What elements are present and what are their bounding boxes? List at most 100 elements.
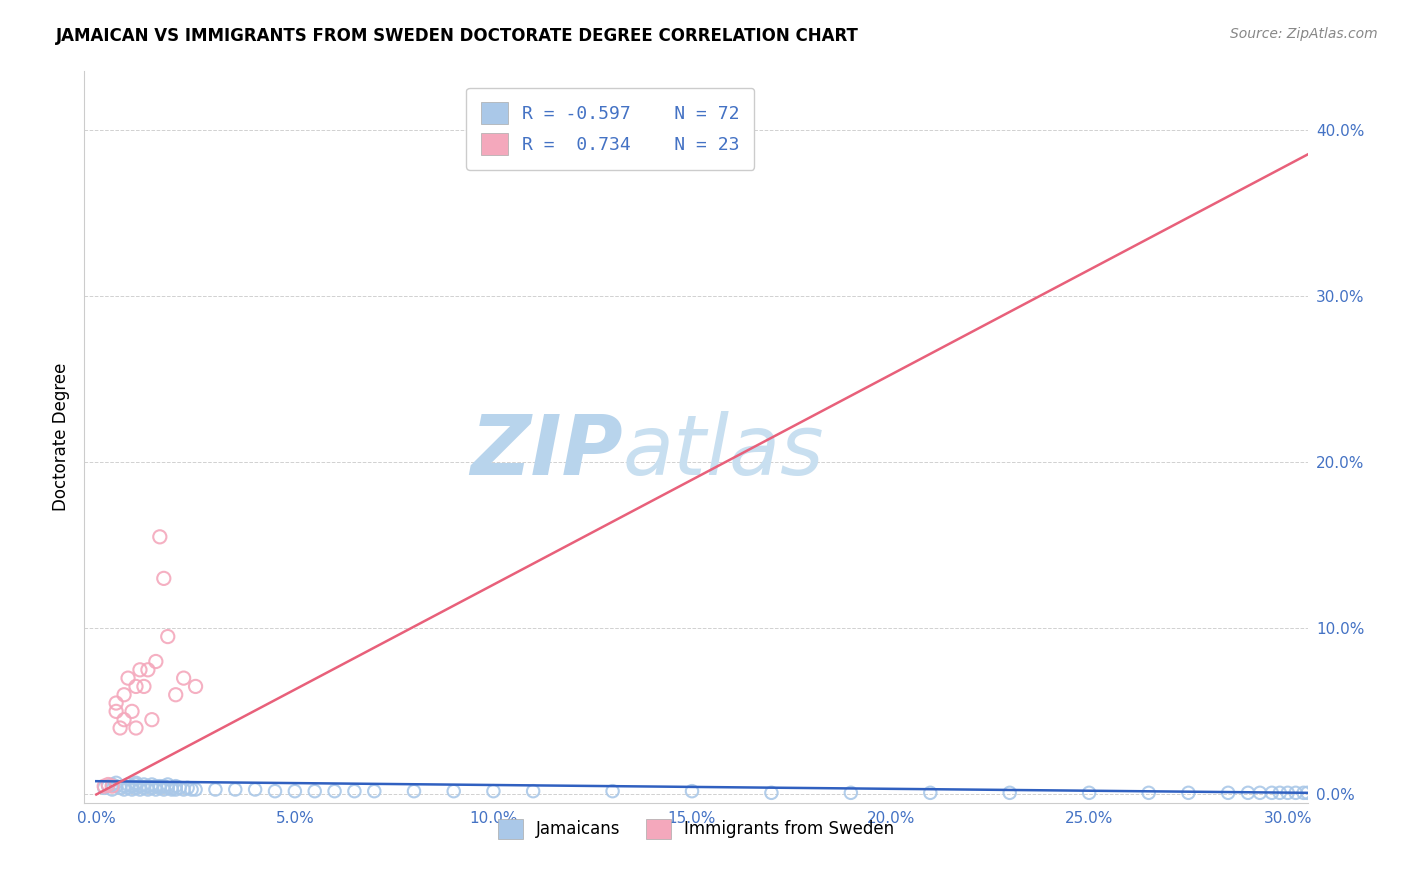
- Point: [145, 779, 167, 793]
- Point: [1237, 786, 1260, 800]
- Point: [1292, 786, 1315, 800]
- Y-axis label: Doctorate Degree: Doctorate Degree: [52, 363, 70, 511]
- Point: [105, 779, 128, 793]
- Point: [97, 779, 120, 793]
- Point: [156, 780, 179, 795]
- Point: [522, 784, 544, 798]
- Point: [243, 782, 266, 797]
- Point: [1261, 786, 1284, 800]
- Point: [1249, 786, 1271, 800]
- Point: [920, 786, 942, 800]
- Point: [284, 784, 307, 798]
- Point: [1137, 786, 1160, 800]
- Point: [184, 680, 207, 694]
- Point: [1078, 786, 1101, 800]
- Point: [97, 778, 120, 792]
- Point: [152, 782, 174, 797]
- Point: [112, 688, 135, 702]
- Point: [93, 780, 115, 795]
- Point: [343, 784, 366, 798]
- Point: [141, 713, 163, 727]
- Text: ZIP: ZIP: [470, 411, 623, 492]
- Point: [152, 571, 174, 585]
- Point: [101, 778, 124, 792]
- Point: [1268, 786, 1291, 800]
- Point: [149, 780, 172, 795]
- Legend: Jamaicans, Immigrants from Sweden: Jamaicans, Immigrants from Sweden: [491, 812, 901, 846]
- Point: [121, 705, 143, 719]
- Point: [129, 663, 152, 677]
- Point: [482, 784, 505, 798]
- Point: [323, 784, 346, 798]
- Point: [112, 779, 135, 793]
- Point: [101, 782, 124, 797]
- Point: [145, 655, 167, 669]
- Text: Source: ZipAtlas.com: Source: ZipAtlas.com: [1230, 27, 1378, 41]
- Point: [117, 780, 139, 795]
- Point: [129, 782, 152, 797]
- Point: [839, 786, 862, 800]
- Point: [156, 778, 179, 792]
- Point: [136, 782, 159, 797]
- Point: [176, 780, 198, 795]
- Point: [121, 779, 143, 793]
- Point: [117, 778, 139, 792]
- Point: [105, 705, 128, 719]
- Point: [121, 782, 143, 797]
- Point: [145, 782, 167, 797]
- Point: [1177, 786, 1199, 800]
- Point: [132, 778, 155, 792]
- Point: [156, 630, 179, 644]
- Point: [160, 782, 183, 797]
- Point: [141, 780, 163, 795]
- Point: [165, 782, 187, 797]
- Point: [602, 784, 624, 798]
- Text: JAMAICAN VS IMMIGRANTS FROM SWEDEN DOCTORATE DEGREE CORRELATION CHART: JAMAICAN VS IMMIGRANTS FROM SWEDEN DOCTO…: [56, 27, 859, 45]
- Text: atlas: atlas: [623, 411, 824, 492]
- Point: [165, 688, 187, 702]
- Point: [1296, 786, 1319, 800]
- Point: [112, 782, 135, 797]
- Point: [204, 782, 226, 797]
- Point: [129, 779, 152, 793]
- Point: [112, 713, 135, 727]
- Point: [136, 663, 159, 677]
- Point: [173, 782, 195, 797]
- Point: [108, 721, 131, 735]
- Point: [1277, 786, 1299, 800]
- Point: [998, 786, 1021, 800]
- Point: [180, 782, 202, 797]
- Point: [132, 780, 155, 795]
- Point: [125, 776, 148, 790]
- Point: [132, 680, 155, 694]
- Point: [93, 779, 115, 793]
- Point: [125, 780, 148, 795]
- Point: [443, 784, 465, 798]
- Point: [402, 784, 425, 798]
- Point: [105, 776, 128, 790]
- Point: [264, 784, 287, 798]
- Point: [125, 721, 148, 735]
- Point: [152, 779, 174, 793]
- Point: [160, 780, 183, 795]
- Point: [105, 696, 128, 710]
- Point: [761, 786, 783, 800]
- Point: [149, 530, 172, 544]
- Point: [141, 778, 163, 792]
- Point: [165, 779, 187, 793]
- Point: [125, 680, 148, 694]
- Point: [108, 780, 131, 795]
- Point: [117, 671, 139, 685]
- Point: [681, 784, 703, 798]
- Point: [184, 782, 207, 797]
- Point: [101, 779, 124, 793]
- Point: [173, 671, 195, 685]
- Point: [169, 780, 191, 795]
- Point: [224, 782, 246, 797]
- Point: [1285, 786, 1308, 800]
- Point: [136, 779, 159, 793]
- Point: [125, 778, 148, 792]
- Point: [363, 784, 385, 798]
- Point: [304, 784, 326, 798]
- Point: [149, 779, 172, 793]
